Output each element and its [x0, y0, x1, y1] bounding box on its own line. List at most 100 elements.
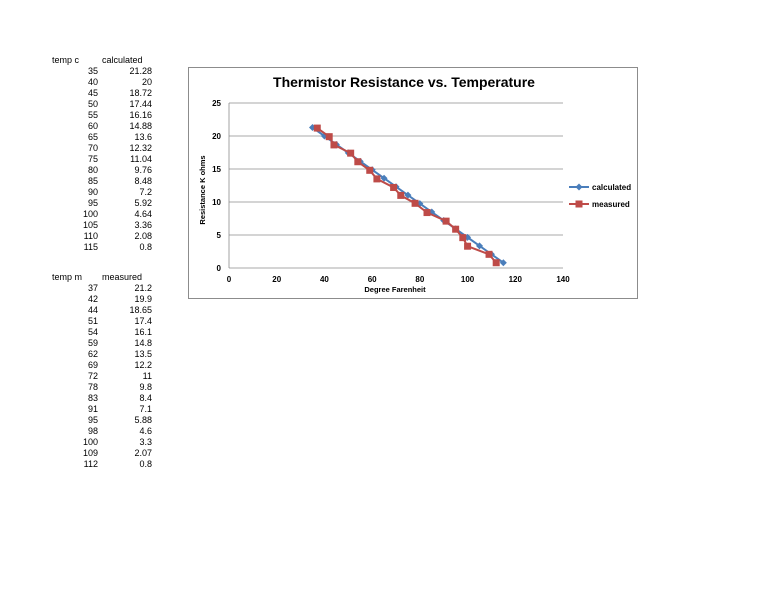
measured-row: 54 16.1 — [0, 327, 160, 338]
calculated-table: temp c calculated 35 21.28 40 20 45 18.72 50 17… — [0, 55, 160, 253]
chart-area: Thermistor Resistance vs. Temperature 0 5… — [188, 67, 638, 299]
x-tick-label: 100 — [461, 275, 475, 284]
resistance-cell: 12.32 — [129, 143, 152, 153]
calculated-row: 100 4.64 — [0, 209, 160, 220]
header-temp-m: temp m — [52, 272, 83, 282]
temperature-cell: 50 — [87, 99, 98, 109]
measured-row: 98 4.6 — [0, 426, 160, 437]
calculated-row: 70 12.32 — [0, 143, 160, 154]
measured-row: 51 17.4 — [0, 316, 160, 327]
legend-label: measured — [592, 200, 630, 209]
calculated-row: 110 2.08 — [0, 231, 160, 242]
x-tick-label: 80 — [415, 275, 424, 284]
resistance-cell: 13.5 — [134, 349, 152, 359]
measured-row: 112 0.8 — [0, 459, 160, 470]
calculated-row: 40 20 — [0, 77, 160, 88]
temperature-cell: 55 — [87, 110, 98, 120]
calculated-row: 105 3.36 — [0, 220, 160, 231]
resistance-cell: 12.2 — [134, 360, 152, 370]
temperature-cell: 59 — [87, 338, 98, 348]
legend-marker — [575, 183, 583, 191]
y-tick-label: 10 — [212, 198, 221, 207]
x-axis-label: Degree Farenheit — [364, 285, 426, 294]
data-point — [423, 209, 431, 217]
measured-table: temp m measured 37 21.2 42 19.9 44 18.65 51 17.… — [0, 272, 160, 470]
temperature-cell: 115 — [83, 242, 98, 252]
calculated-row: 60 14.88 — [0, 121, 160, 132]
temperature-cell: 98 — [87, 426, 98, 436]
data-point — [390, 183, 398, 191]
y-tick-label: 0 — [217, 264, 222, 273]
resistance-cell: 17.4 — [134, 316, 152, 326]
data-point — [411, 199, 419, 207]
resistance-cell: 7.2 — [139, 187, 152, 197]
data-point — [442, 217, 450, 225]
measured-row: 72 11 — [0, 371, 160, 382]
chart-legend: calculated measured — [569, 183, 631, 209]
y-tick-label: 25 — [212, 99, 221, 108]
data-point — [485, 250, 493, 258]
measured-row: 59 14.8 — [0, 338, 160, 349]
data-point — [492, 259, 500, 267]
measured-row: 42 19.9 — [0, 294, 160, 305]
data-point — [459, 234, 467, 242]
resistance-cell: 11 — [142, 371, 152, 381]
data-point — [452, 225, 460, 233]
temperature-cell: 44 — [87, 305, 98, 315]
temperature-cell: 100 — [82, 209, 98, 219]
resistance-cell: 21.2 — [134, 283, 152, 293]
calculated-row: 115 0.8 — [0, 242, 160, 253]
series-measured — [313, 124, 500, 267]
data-point — [380, 174, 388, 182]
resistance-cell: 19.9 — [134, 294, 152, 304]
data-point — [354, 158, 362, 166]
temperature-cell: 60 — [87, 121, 98, 131]
temperature-cell: 45 — [87, 88, 98, 98]
temperature-cell: 78 — [87, 382, 98, 392]
resistance-cell: 16.16 — [129, 110, 152, 120]
x-tick-label: 40 — [320, 275, 329, 284]
x-tick-label: 120 — [509, 275, 523, 284]
calculated-row: 65 13.6 — [0, 132, 160, 143]
temperature-cell: 37 — [87, 283, 98, 293]
resistance-cell: 20 — [141, 77, 152, 87]
legend-marker — [575, 200, 583, 208]
temperature-cell: 51 — [87, 316, 98, 326]
resistance-cell: 2.07 — [134, 448, 152, 458]
thermistor-chart: Thermistor Resistance vs. Temperature 0 5… — [198, 74, 631, 294]
data-point — [313, 124, 321, 132]
data-point — [404, 191, 412, 199]
calculated-row: 85 8.48 — [0, 176, 160, 187]
data-point — [428, 208, 436, 216]
data-point — [330, 141, 338, 149]
temperature-cell: 72 — [87, 371, 98, 381]
x-tick-label: 0 — [227, 275, 232, 284]
temperature-cell: 85 — [87, 176, 98, 186]
calculated-table-header: temp c calculated — [0, 55, 160, 66]
measured-row: 44 18.65 — [0, 305, 160, 316]
data-point — [464, 242, 472, 250]
resistance-cell: 17.44 — [129, 99, 152, 109]
temperature-cell: 110 — [83, 231, 98, 241]
resistance-cell: 5.92 — [134, 198, 152, 208]
calculated-row: 55 16.16 — [0, 110, 160, 121]
resistance-cell: 8.4 — [139, 393, 152, 403]
calculated-row: 50 17.44 — [0, 99, 160, 110]
legend-item: measured — [569, 200, 630, 209]
temperature-cell: 95 — [87, 415, 98, 425]
resistance-cell: 3.3 — [139, 437, 152, 447]
header-temp-c: temp c — [52, 55, 80, 65]
calculated-row: 90 7.2 — [0, 187, 160, 198]
resistance-cell: 8.48 — [134, 176, 152, 186]
temperature-cell: 42 — [87, 294, 98, 304]
resistance-cell: 2.08 — [134, 231, 152, 241]
temperature-cell: 69 — [87, 360, 98, 370]
temperature-cell: 62 — [87, 349, 98, 359]
resistance-cell: 5.88 — [134, 415, 152, 425]
legend-item: calculated — [569, 183, 631, 192]
resistance-cell: 4.64 — [134, 209, 152, 219]
resistance-cell: 0.8 — [139, 242, 152, 252]
resistance-cell: 3.36 — [134, 220, 152, 230]
data-point — [499, 259, 507, 267]
temperature-cell: 91 — [87, 404, 98, 414]
